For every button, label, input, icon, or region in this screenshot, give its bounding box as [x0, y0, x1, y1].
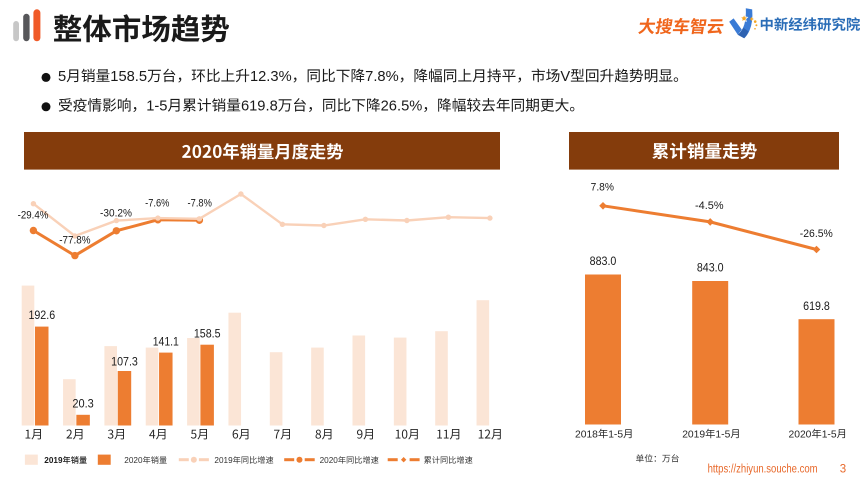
svg-text:158.5: 158.5 [194, 326, 221, 340]
svg-text:619.8: 619.8 [241, 99, 278, 115]
svg-text:141.1: 141.1 [153, 335, 179, 349]
svg-text:2020: 2020 [789, 429, 812, 440]
svg-text:-26.5%: -26.5% [800, 228, 833, 240]
svg-text:2019: 2019 [44, 456, 63, 465]
svg-text:12.3%: 12.3% [250, 69, 292, 85]
svg-text:-29.4%: -29.4% [18, 209, 49, 221]
svg-text:-30.2%: -30.2% [100, 207, 132, 219]
svg-text:1-5: 1-5 [146, 99, 167, 115]
svg-text:2019: 2019 [214, 456, 233, 465]
svg-text:2019: 2019 [682, 429, 705, 440]
svg-text:2018: 2018 [575, 429, 598, 440]
svg-text:2020: 2020 [124, 456, 143, 465]
svg-text:843.0: 843.0 [697, 261, 724, 275]
svg-text:2020: 2020 [320, 456, 339, 465]
svg-text:7.8%: 7.8% [591, 182, 614, 194]
svg-text:26.5%: 26.5% [381, 99, 423, 115]
svg-text:20.3: 20.3 [72, 396, 93, 410]
svg-text:7.8%: 7.8% [365, 69, 399, 85]
svg-text:107.3: 107.3 [111, 355, 138, 369]
svg-text:1-5: 1-5 [715, 429, 730, 440]
svg-text:158.5: 158.5 [110, 69, 147, 85]
svg-text:V: V [560, 69, 570, 85]
svg-text:3: 3 [840, 463, 846, 475]
svg-text:192.6: 192.6 [28, 308, 55, 322]
svg-text:5: 5 [58, 69, 66, 85]
svg-text:883.0: 883.0 [590, 254, 617, 268]
svg-text:-77.8%: -77.8% [59, 234, 90, 246]
svg-text:-4.5%: -4.5% [695, 200, 724, 212]
svg-text:-7.6%: -7.6% [145, 197, 169, 209]
svg-text:https://zhiyun.souche.com: https://zhiyun.souche.com [708, 463, 818, 475]
svg-text:1-5: 1-5 [608, 429, 623, 440]
svg-text:-7.8%: -7.8% [188, 197, 212, 209]
svg-text:1-5: 1-5 [822, 429, 837, 440]
svg-text:619.8: 619.8 [803, 299, 830, 313]
